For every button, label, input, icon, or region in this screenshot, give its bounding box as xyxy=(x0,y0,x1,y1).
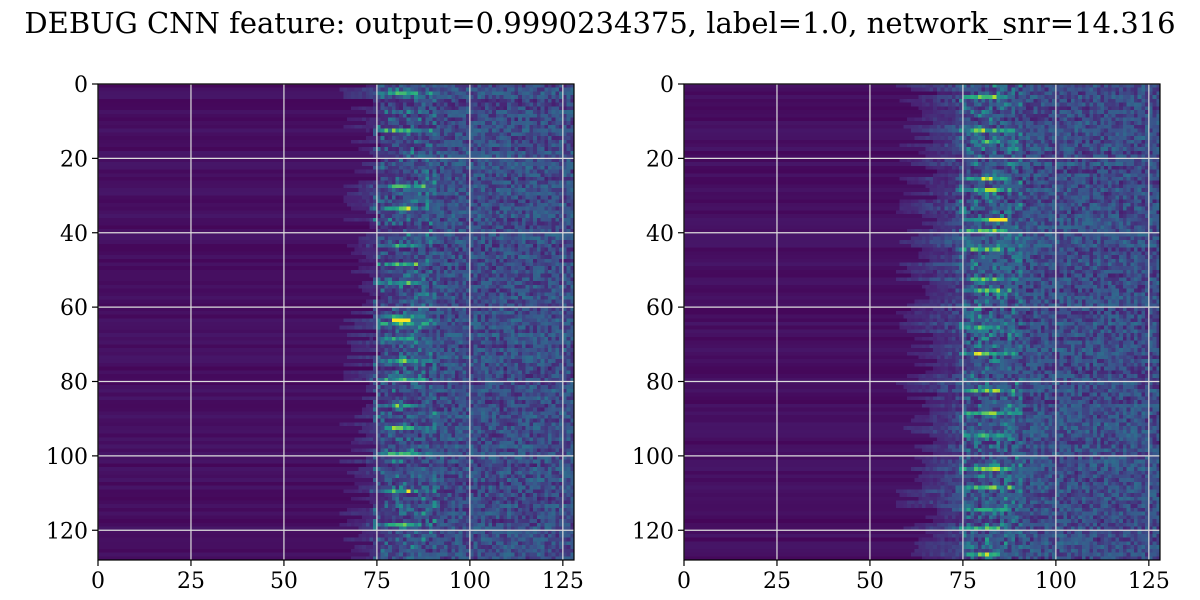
y-tick-label: 60 xyxy=(60,296,88,321)
x-tick-label: 125 xyxy=(1128,569,1170,594)
x-tick-label: 50 xyxy=(270,569,298,594)
y-tick-label: 40 xyxy=(60,222,88,247)
heatmap-image xyxy=(98,84,574,560)
x-tick-label: 75 xyxy=(949,569,977,594)
x-tick-label: 75 xyxy=(363,569,391,594)
y-tick-label: 0 xyxy=(660,73,674,98)
y-tick-label: 100 xyxy=(46,445,88,470)
axes-frame xyxy=(97,83,575,561)
figure-title: DEBUG CNN feature: output=0.9990234375, … xyxy=(24,6,1176,40)
x-tick-label: 0 xyxy=(91,569,105,594)
heatmap-panel-left: 0 25 50 75 100 125 0 20 40 60 80 100 120 xyxy=(46,73,584,594)
y-tick-label: 120 xyxy=(46,519,88,544)
x-tick-label: 25 xyxy=(763,569,791,594)
heatmap-panel-right: 0 25 50 75 100 125 0 20 40 60 80 100 120 xyxy=(632,73,1170,594)
y-tick-label: 60 xyxy=(646,296,674,321)
y-tick-label: 20 xyxy=(60,147,88,172)
heatmap-image xyxy=(684,84,1160,560)
y-tick-label: 0 xyxy=(74,73,88,98)
y-tick-label: 80 xyxy=(646,371,674,396)
y-tick-label: 40 xyxy=(646,222,674,247)
y-tick-label: 80 xyxy=(60,371,88,396)
y-tick-label: 100 xyxy=(632,445,674,470)
x-tick-label: 50 xyxy=(856,569,884,594)
x-tick-label: 125 xyxy=(542,569,584,594)
axes-frame xyxy=(683,83,1161,561)
x-tick-label: 100 xyxy=(1035,569,1077,594)
x-tick-label: 100 xyxy=(449,569,491,594)
y-tick-label: 120 xyxy=(632,519,674,544)
y-tick-label: 20 xyxy=(646,147,674,172)
x-tick-label: 0 xyxy=(677,569,691,594)
x-tick-label: 25 xyxy=(177,569,205,594)
